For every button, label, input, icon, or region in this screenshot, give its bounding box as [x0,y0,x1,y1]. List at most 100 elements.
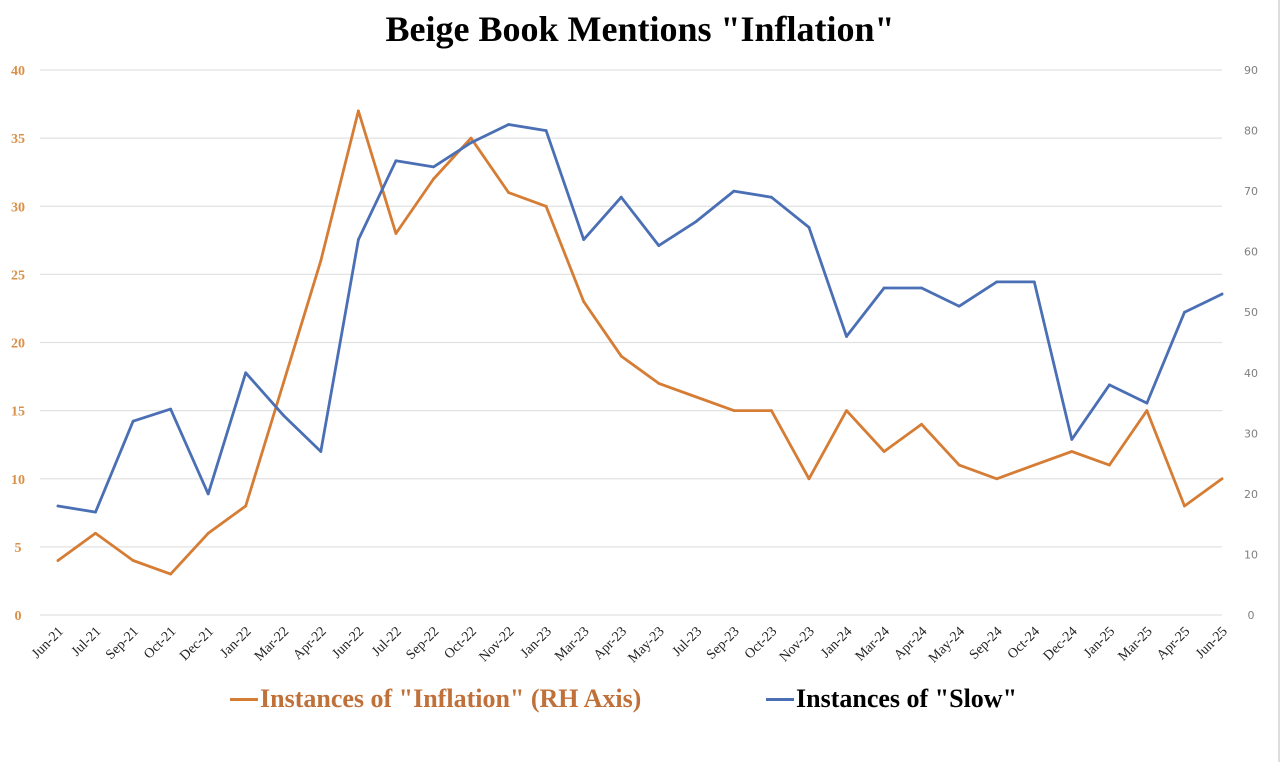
data-point-inflation [206,531,210,535]
data-point-slow [507,123,510,126]
data-point-inflation [56,559,60,562]
x-axis-tick-label: Sep-22 [404,624,443,663]
x-axis-tick-label: Jun-22 [330,624,368,662]
chart-title: Beige Book Mentions "Inflation" [385,9,895,49]
data-point-inflation [732,409,736,413]
data-point-slow [1070,437,1074,441]
x-axis-tick-label: Oct-23 [742,624,780,662]
data-point-inflation [845,409,848,413]
data-point-slow [544,129,548,132]
x-axis-tick-label: Apr-25 [1154,624,1193,663]
x-axis-tick-label: Jan-22 [218,624,255,661]
x-axis-tick-label: May-23 [626,624,668,666]
data-point-slow [1220,292,1224,296]
frame-border [1278,0,1280,762]
series-line-inflation [56,109,1224,576]
data-point-slow [995,280,999,284]
data-point-slow [319,450,323,453]
left-axis-tick-label: 10 [11,473,25,488]
data-point-slow [657,244,661,248]
data-point-slow [394,159,398,163]
data-point-inflation [131,559,135,562]
left-axis-tick-label: 40 [11,64,25,79]
legend-swatch-slow [766,697,794,701]
series-line-slow [56,123,1224,514]
data-point-inflation [507,191,510,195]
data-point-inflation [94,531,97,535]
right-axis-tick-label: 20 [1244,488,1258,501]
x-axis-tick-label: Mar-23 [552,624,592,664]
data-point-slow [56,504,60,508]
left-axis-tick-label: 30 [11,200,25,215]
left-axis-tick-label: 35 [11,132,25,147]
data-point-inflation [694,395,698,399]
data-point-inflation [281,381,285,385]
right-axis-tick-label: 30 [1244,427,1258,440]
data-point-inflation [657,381,661,385]
x-axis-tick-label: Oct-24 [1005,624,1043,662]
data-point-slow [1183,310,1186,314]
data-point-inflation [319,259,323,263]
x-axis-tick-label: Oct-22 [442,624,480,662]
data-point-inflation [807,477,811,481]
right-axis-tick-label: 80 [1244,125,1258,138]
data-point-slow [619,195,623,199]
data-point-slow [694,219,698,223]
data-point-inflation [1107,463,1111,467]
data-point-slow [131,419,135,423]
data-point-inflation [920,422,924,426]
data-point-inflation [619,354,623,358]
data-point-slow [432,165,435,169]
right-axis-tick-label: 50 [1244,306,1258,319]
x-axis-tick-label: Jan-25 [1081,624,1118,661]
left-axis-tick-label: 20 [11,337,25,352]
legend-swatch-inflation [230,697,258,701]
data-point-slow [807,226,811,229]
data-point-inflation [432,177,435,181]
x-axis-tick-label: Mar-24 [853,624,893,664]
x-axis-tick-label: Mar-22 [252,624,292,664]
x-axis-tick-label: Sep-21 [103,624,142,663]
right-axis-tick-label: 0 [1248,609,1255,622]
legend-label-inflation: Instances of "Inflation" (RH Axis) [260,684,642,713]
data-point-inflation [1220,477,1224,481]
x-axis-tick-label: Jul-22 [369,624,404,659]
x-axis-tick-label: Nov-23 [777,624,818,665]
data-point-slow [582,238,586,241]
x-axis-tick-label: Dec-21 [177,624,217,664]
data-point-slow [732,189,736,193]
x-axis-tick-label: Jul-23 [670,624,705,659]
left-axis-tick-label: 25 [11,268,25,283]
data-point-inflation [770,409,773,413]
data-point-slow [244,371,248,375]
x-axis-tick-label: Jun-25 [1193,624,1231,662]
x-axis-tick-label: Sep-24 [967,624,1006,663]
data-point-inflation [882,450,886,453]
data-point-inflation [394,232,398,235]
data-point-slow [169,407,173,411]
right-axis-tick-label: 70 [1244,185,1258,198]
data-point-slow [957,304,961,308]
data-point-inflation [1070,450,1074,453]
x-axis-tick-label: Apr-22 [291,624,330,663]
data-point-inflation [469,136,473,140]
x-axis-tick-label: Jan-24 [818,624,855,661]
data-point-slow [281,413,285,417]
data-point-slow [1107,383,1111,387]
data-point-inflation [995,477,999,481]
legend-item-inflation: Instances of "Inflation" (RH Axis) [230,684,641,714]
x-axis-tick-label: Oct-21 [141,624,179,662]
x-axis-tick-label: Mar-25 [1116,624,1156,664]
data-point-slow [770,195,773,199]
data-point-slow [920,286,924,290]
right-axis-tick-label: 90 [1244,64,1258,77]
data-point-slow [206,492,210,496]
data-point-inflation [356,109,360,113]
right-axis-tick-label: 10 [1244,548,1258,561]
data-point-slow [882,286,886,290]
x-axis-tick-label: Apr-24 [891,624,930,663]
left-axis-tick-label: 5 [15,541,22,556]
data-point-inflation [169,572,173,576]
data-point-slow [1145,401,1149,405]
